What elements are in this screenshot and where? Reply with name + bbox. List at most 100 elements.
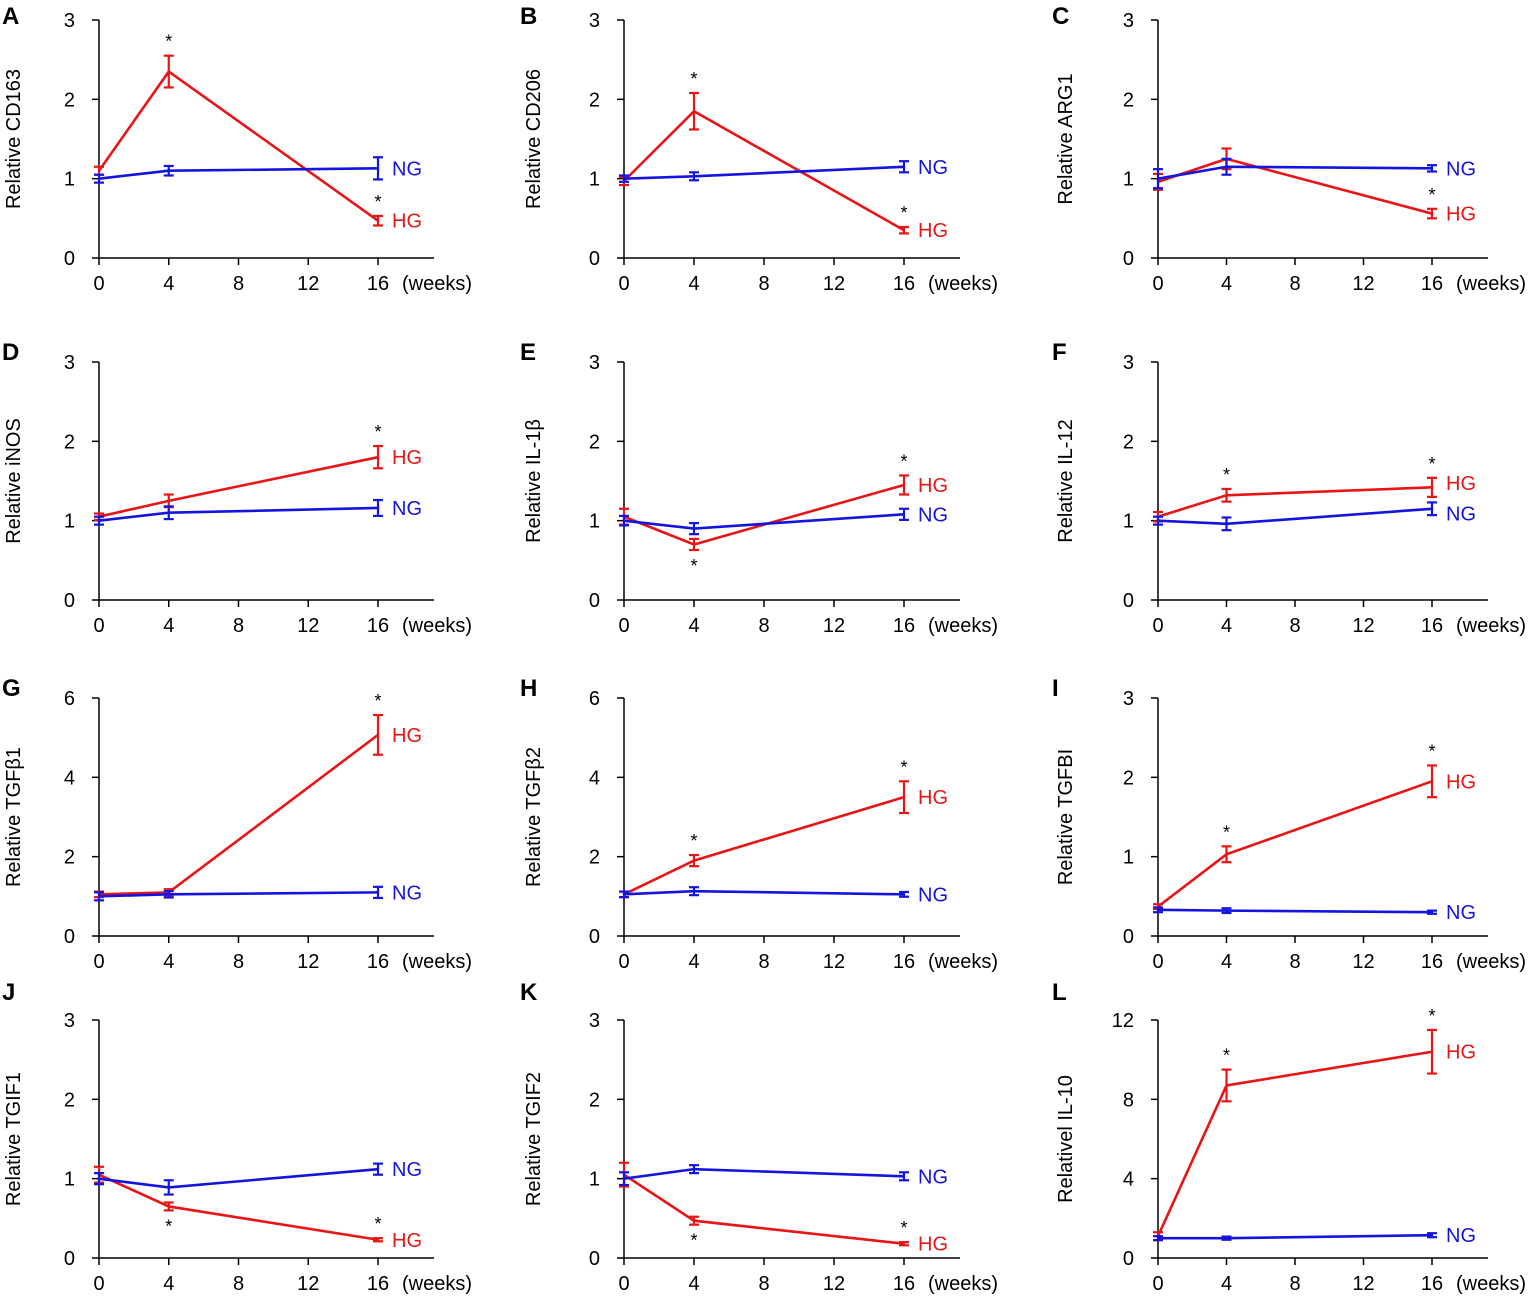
y-tick-label: 1: [1123, 847, 1134, 869]
error-bar-ng: [899, 890, 909, 898]
y-tick-label: 6: [64, 688, 75, 710]
significance-star: *: [900, 203, 907, 223]
x-tick-label: 4: [163, 615, 174, 637]
x-unit-label: (weeks): [1456, 273, 1526, 295]
series-line-hg: [623, 1173, 905, 1246]
x-tick-label: 4: [1221, 951, 1232, 973]
x-tick-label: 12: [823, 273, 845, 295]
y-tick-label: 4: [64, 767, 75, 789]
series-label-hg: HG: [392, 725, 422, 747]
x-tick-label: 12: [823, 615, 845, 637]
error-bar-ng: [1221, 516, 1232, 532]
y-tick-label: 6: [589, 688, 600, 710]
x-tick-label: 0: [93, 615, 104, 637]
panel-l: L Relativel IL-10 0 4 8 12 0 4 8 12 16 (weeks) * * HG N…: [1052, 979, 1526, 1295]
x-tick-label: 8: [758, 615, 769, 637]
x-tick-label: 4: [688, 615, 699, 637]
error-bar-ng: [619, 890, 629, 899]
x-tick-label: 12: [297, 615, 319, 637]
x-tick-label: 16: [893, 615, 915, 637]
x-tick-label: 16: [1421, 273, 1443, 295]
panel-letter: B: [520, 3, 537, 30]
x-tick-label: 16: [1421, 951, 1443, 973]
y-tick-label: 3: [1123, 352, 1134, 374]
y-tick-label: 3: [1123, 10, 1134, 32]
x-tick-label: 4: [163, 273, 174, 295]
significance-star: *: [1223, 822, 1230, 842]
x-unit-label: (weeks): [402, 1273, 472, 1295]
panel-h: H Relative TGFβ2 0 2 4 6 0 4 8 12 16 (weeks) * * HG NG: [520, 675, 998, 973]
x-tick-label: 12: [1352, 273, 1374, 295]
panel-letter: H: [520, 675, 537, 702]
y-axis-label: Relative IL-1β: [523, 419, 545, 543]
series-label-ng: NG: [392, 498, 422, 520]
series-label-hg: HG: [392, 211, 422, 233]
series-label-hg: HG: [1446, 771, 1476, 793]
x-tick-label: 8: [233, 273, 244, 295]
series-line-ng: [1157, 908, 1433, 914]
x-tick-label: 0: [93, 1273, 104, 1295]
error-bar-hg: [899, 1241, 909, 1247]
y-axis-label: Relative ARG1: [1055, 73, 1077, 204]
y-tick-label: 1: [589, 511, 600, 533]
series-line-hg: [1157, 780, 1433, 908]
error-bar-hg: [899, 474, 909, 496]
error-bar-hg: [373, 713, 383, 756]
y-tick-label: 12: [1112, 1010, 1134, 1032]
x-tick-label: 8: [758, 951, 769, 973]
error-bar-ng: [1221, 1235, 1232, 1241]
error-bar-hg: [899, 225, 909, 235]
error-bar-hg: [1221, 1068, 1232, 1103]
significance-star: *: [1223, 465, 1230, 485]
series-line-ng: [623, 165, 905, 180]
x-unit-label: (weeks): [1456, 951, 1526, 973]
x-tick-label: 0: [618, 1273, 629, 1295]
x-tick-label: 4: [688, 1273, 699, 1295]
x-unit-label: (weeks): [402, 273, 472, 295]
x-tick-label: 0: [1152, 615, 1163, 637]
error-bar-hg: [899, 780, 909, 815]
x-unit-label: (weeks): [402, 951, 472, 973]
significance-star: *: [690, 831, 697, 851]
x-tick-label: 0: [1152, 951, 1163, 973]
series-label-hg: HG: [392, 1230, 422, 1252]
error-bar-ng: [163, 1179, 174, 1196]
panel-letter: E: [520, 339, 536, 366]
y-tick-label: 4: [589, 767, 600, 789]
error-bar-ng: [619, 514, 629, 527]
y-axis-label: Relative TGFBI: [1055, 749, 1077, 885]
y-tick-label: 3: [64, 10, 75, 32]
significance-star: *: [165, 32, 172, 52]
y-tick-label: 3: [64, 352, 75, 374]
x-tick-label: 16: [367, 273, 389, 295]
error-bar-ng: [1153, 515, 1163, 526]
error-bar-hg: [373, 1237, 383, 1243]
x-tick-label: 12: [1352, 615, 1374, 637]
significance-star: *: [1428, 741, 1435, 761]
x-tick-label: 12: [297, 951, 319, 973]
y-tick-label: 3: [589, 1010, 600, 1032]
x-tick-label: 0: [1152, 273, 1163, 295]
error-bar-ng: [94, 1172, 104, 1186]
x-tick-label: 0: [618, 615, 629, 637]
error-bar-hg: [1427, 476, 1437, 498]
series-label-hg: HG: [918, 1234, 948, 1256]
y-tick-label: 2: [1123, 431, 1134, 453]
x-tick-label: 0: [93, 273, 104, 295]
x-tick-label: 8: [1289, 951, 1300, 973]
significance-star: *: [900, 757, 907, 777]
x-tick-label: 8: [1289, 615, 1300, 637]
x-tick-label: 16: [1421, 1273, 1443, 1295]
error-bar-hg: [373, 444, 383, 470]
x-tick-label: 4: [688, 273, 699, 295]
y-axis-label: Relative TGFβ1: [3, 747, 25, 887]
series-line-hg: [1156, 1050, 1433, 1237]
error-bar-ng: [1221, 907, 1232, 915]
series-label-ng: NG: [1446, 503, 1476, 525]
y-tick-label: 2: [1123, 767, 1134, 789]
series-label-ng: NG: [1446, 902, 1476, 924]
error-bar-hg: [163, 54, 174, 89]
